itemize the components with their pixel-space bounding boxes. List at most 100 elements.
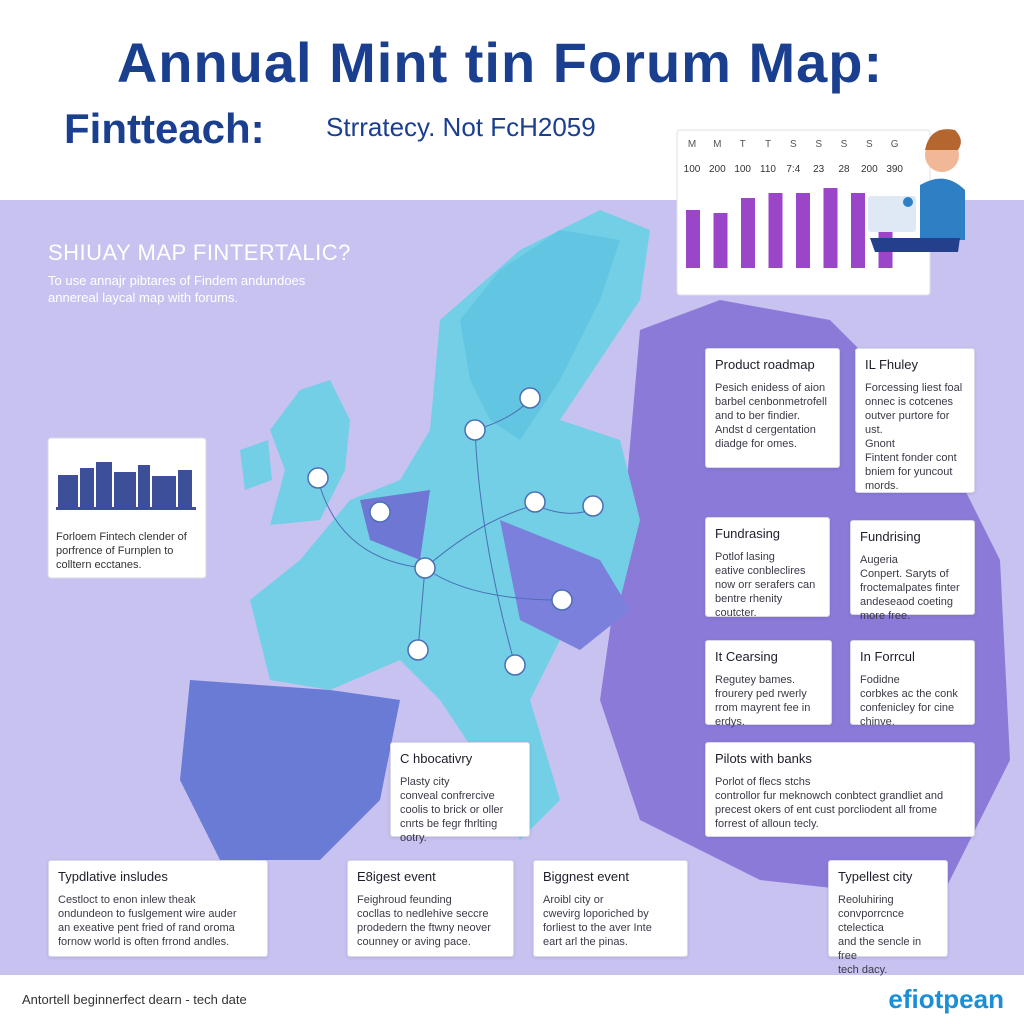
text-line: Plasty city [400,776,450,788]
text-line: bniem for yuncout [865,466,953,478]
pin [519,387,541,409]
info-card: Pilots with banks Porlot of flecs stchs co… [705,742,975,837]
text-line: Porlot of flecs stchs [715,776,811,788]
text-line: Fintent fonder cont [865,452,957,464]
text-line: prodedern the ftwny neover [357,922,491,934]
text-line: and the sencle in free [838,936,922,962]
text-line: cwevirg loporiched by [543,908,649,920]
text-line: coutcter. [715,607,757,619]
day-label: S [790,139,797,150]
info-card: C hbocativry Plasty city conveal confrerci… [390,742,530,844]
card-title: E8igest event [357,869,436,884]
bar [741,198,755,268]
text-line: ust. [865,424,883,436]
day-label: S [866,139,873,150]
city-card-text: Forloem Fintech clender of porfrence of F… [56,530,187,572]
pin [551,589,573,611]
value-label: 100 [734,164,751,175]
text-line: eart arl the pinas. [543,936,628,948]
iberia [180,680,400,860]
day-label: G [891,139,899,150]
scandinavia [460,230,620,440]
text-line: outver purtore for [865,410,950,422]
card-title: IL Fhuley [865,357,918,372]
text-line: Forloem Fintech clender of [56,531,187,543]
bar [823,188,838,268]
info-card: Biggnest event Aroibl city or cwevirg lopo… [533,860,688,957]
info-card: In Forrcul Fodidne corbkes ac the conk conf… [850,640,975,728]
text-line: an exeative pent fried of rand oroma [58,922,235,934]
value-label: 110 [760,164,776,175]
footer-band [0,975,1024,1024]
footer-text: Antortell beginnerfect dearn - tech date [22,992,247,1007]
text-line: Cestloct to enon inlew theak [58,894,196,906]
info-card: Typellest city Reoluhiring convporrcnce ct… [828,860,948,976]
map-pins [307,387,604,676]
alpine-region [500,520,630,650]
day-label: S [815,139,822,150]
person-illustration [868,129,965,252]
card-title: It Cearsing [715,649,778,664]
text-line: frourery ped rwerly [715,688,807,700]
value-label: 23 [813,164,825,175]
info-card: It Cearsing Regutey bames. frourery ped rw… [705,640,832,728]
text-line: cocllas to nedlehive seccre [357,908,489,920]
text-line: forliest to the aver Inte [543,922,652,934]
text-line: counney or aving pace. [357,936,471,948]
britain [270,380,350,525]
text-line: precest okers of ent cust porcliodent al… [715,804,937,816]
text-line: To use annajr pibtares of Findem andundo… [48,273,306,288]
text-line: eative conbleclires [715,565,806,577]
card-title: Typdlative insludes [58,869,168,884]
subtitle-bold: Fintteach: [64,105,265,152]
brand: efiotpean [888,984,1004,1014]
skyline [56,462,196,510]
text-line: Conpert. Saryts of [860,568,949,580]
pin [504,654,526,676]
bar [768,193,783,268]
pin [524,491,546,513]
pin [582,495,604,517]
day-label: T [740,139,746,150]
text-line: colltern ecctanes. [56,559,142,571]
text-line: Augeria [860,554,898,566]
info-card: Fundrising Augeria Conpert. Saryts of froct… [850,520,975,622]
text-line: Pesich enidess of aion [715,382,826,394]
text-line: convporrcnce ctelectica [838,908,905,934]
day-label: M [713,139,721,150]
pin [464,419,486,441]
card-title: Product roadmap [715,357,815,372]
info-card: Product roadmap Pesich enidess of aion bar… [705,348,840,468]
text-line: ondundeon to fuslgement wire auder [58,908,237,920]
value-label: 7:4 [786,164,800,175]
day-label: T [765,139,771,150]
text-line: and to ber findier. [715,410,801,422]
text-line: forrest of alloun tecly. [715,818,819,830]
text-line: onnec is cotcenes [865,396,954,408]
text-line: bentre rhenity [715,593,783,605]
card-title: C hbocativry [400,751,473,766]
text-line: barbel cenbonmetrofell [715,396,827,408]
value-label: 100 [684,164,701,175]
text-line: ootry. [400,832,427,844]
bar [796,193,810,268]
bar [851,193,865,268]
card-title: Typellest city [838,869,913,884]
bar [686,210,700,268]
intro-text: To use annajr pibtares of Findem andundo… [48,272,305,306]
text-line: rrom mayrent fee in [715,702,811,714]
card-title: Fundrising [860,529,921,544]
text-line: corbkes ac the conk [860,688,958,700]
route-lines [317,399,596,666]
text-line: tech dacy. [838,964,888,976]
text-line: Feighroud feunding [357,894,452,906]
card-title: In Forrcul [860,649,915,664]
value-label: 200 [861,164,878,175]
subtitle: Strratecy. Not FcH2059 [326,112,596,142]
pin [307,467,329,489]
bar [713,213,728,268]
text-line: Regutey bames. [715,674,796,686]
text-line: Reoluhiring [838,894,894,906]
text-line: Gnont [865,438,895,450]
text-line: andeseaod coeting [860,596,953,608]
